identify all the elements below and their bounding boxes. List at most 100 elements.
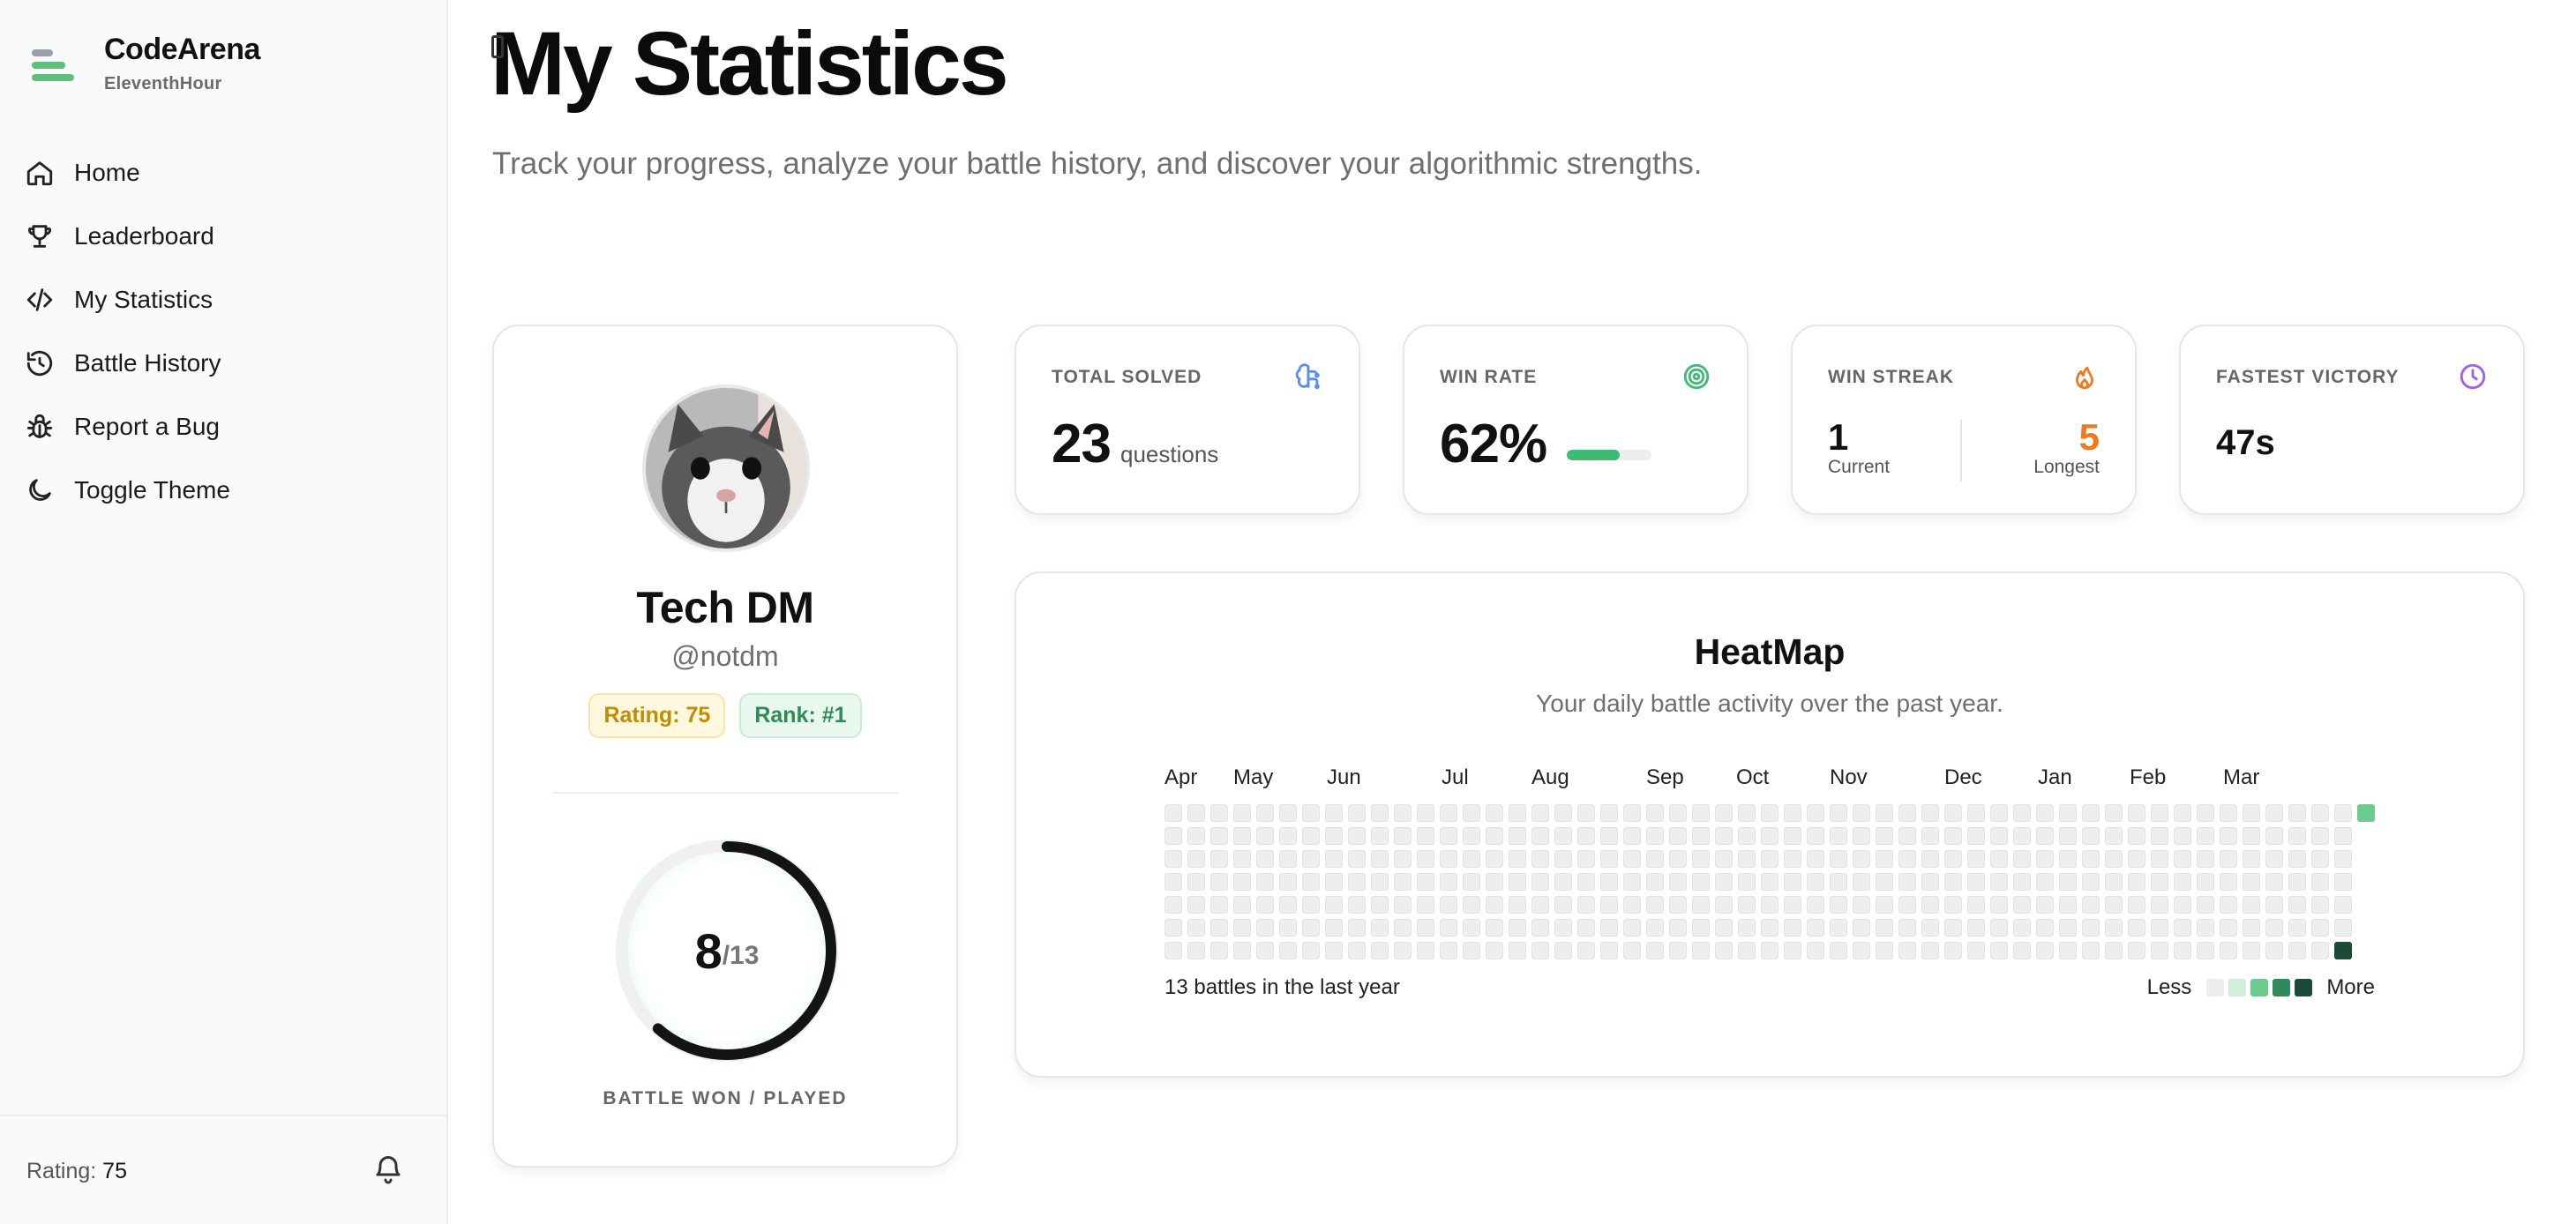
- heatmap-cell[interactable]: [1394, 827, 1412, 845]
- heatmap-cell[interactable]: [1440, 919, 1457, 937]
- heatmap-cell[interactable]: [2220, 873, 2237, 891]
- heatmap-cell[interactable]: [1898, 850, 1916, 868]
- heatmap-cell[interactable]: [2082, 827, 2100, 845]
- heatmap-cell[interactable]: [1348, 827, 1366, 845]
- heatmap-cell[interactable]: [1669, 942, 1687, 959]
- heatmap-cell[interactable]: [1600, 896, 1618, 914]
- heatmap-cell[interactable]: [2128, 896, 2145, 914]
- heatmap-cell[interactable]: [1509, 873, 1526, 891]
- heatmap-cell[interactable]: [1256, 827, 1274, 845]
- heatmap-cell[interactable]: [1715, 850, 1733, 868]
- heatmap-cell[interactable]: [2243, 804, 2260, 822]
- heatmap-cell[interactable]: [2311, 919, 2329, 937]
- heatmap-cell[interactable]: [1463, 827, 1480, 845]
- heatmap-cell[interactable]: [1256, 896, 1274, 914]
- heatmap-cell[interactable]: [2220, 850, 2237, 868]
- heatmap-cell[interactable]: [1807, 804, 1824, 822]
- heatmap-cell[interactable]: [1394, 873, 1412, 891]
- heatmap-cell[interactable]: [1417, 873, 1434, 891]
- heatmap-cell[interactable]: [1187, 942, 1205, 959]
- heatmap-cell[interactable]: [1669, 873, 1687, 891]
- heatmap-cell[interactable]: [2013, 827, 2031, 845]
- heatmap-cell[interactable]: [2151, 804, 2168, 822]
- heatmap-cell[interactable]: [1990, 804, 2008, 822]
- heatmap-cell[interactable]: [1600, 873, 1618, 891]
- heatmap-cell[interactable]: [1898, 804, 1916, 822]
- heatmap-cell[interactable]: [1738, 850, 1756, 868]
- heatmap-cell[interactable]: [1738, 873, 1756, 891]
- heatmap-cell[interactable]: [2334, 942, 2352, 959]
- heatmap-cell[interactable]: [1440, 896, 1457, 914]
- heatmap-cell[interactable]: [1669, 827, 1687, 845]
- heatmap-cell[interactable]: [1623, 919, 1641, 937]
- heatmap-cell[interactable]: [1187, 804, 1205, 822]
- heatmap-cell[interactable]: [2105, 827, 2123, 845]
- heatmap-cell[interactable]: [1371, 896, 1389, 914]
- heatmap-cell[interactable]: [1531, 919, 1549, 937]
- heatmap-cell[interactable]: [1509, 827, 1526, 845]
- heatmap-cell[interactable]: [2036, 850, 2054, 868]
- heatmap-cell[interactable]: [2288, 896, 2306, 914]
- heatmap-cell[interactable]: [1463, 850, 1480, 868]
- heatmap-cell[interactable]: [1325, 850, 1343, 868]
- heatmap-cell[interactable]: [1554, 827, 1572, 845]
- heatmap-cell[interactable]: [1807, 850, 1824, 868]
- heatmap-cell[interactable]: [1967, 873, 1985, 891]
- heatmap-cell[interactable]: [1715, 804, 1733, 822]
- sidebar-item-toggle-theme[interactable]: Toggle Theme: [25, 459, 230, 522]
- heatmap-cell[interactable]: [1325, 873, 1343, 891]
- heatmap-cell[interactable]: [2128, 804, 2145, 822]
- heatmap-cell[interactable]: [1279, 827, 1297, 845]
- heatmap-cell[interactable]: [2288, 827, 2306, 845]
- heatmap-cell[interactable]: [2082, 850, 2100, 868]
- heatmap-cell[interactable]: [2013, 896, 2031, 914]
- heatmap-cell[interactable]: [2220, 942, 2237, 959]
- heatmap-cell[interactable]: [1876, 804, 1893, 822]
- heatmap-cell[interactable]: [1830, 919, 1847, 937]
- heatmap-cell[interactable]: [1944, 942, 1962, 959]
- heatmap-cell[interactable]: [2334, 919, 2352, 937]
- heatmap-cell[interactable]: [1577, 827, 1595, 845]
- heatmap-cell[interactable]: [2288, 850, 2306, 868]
- heatmap-cell[interactable]: [1623, 827, 1641, 845]
- heatmap-cell[interactable]: [1921, 873, 1939, 891]
- heatmap-cell[interactable]: [1371, 873, 1389, 891]
- heatmap-cell[interactable]: [2151, 827, 2168, 845]
- heatmap-cell[interactable]: [1600, 942, 1618, 959]
- heatmap-cell[interactable]: [1876, 850, 1893, 868]
- heatmap-cell[interactable]: [1921, 804, 1939, 822]
- heatmap-cell[interactable]: [2082, 896, 2100, 914]
- sidebar-item-battle-history[interactable]: Battle History: [25, 332, 230, 395]
- heatmap-cell[interactable]: [1692, 942, 1710, 959]
- heatmap-cell[interactable]: [1784, 896, 1801, 914]
- heatmap-cell[interactable]: [1371, 919, 1389, 937]
- heatmap-cell[interactable]: [1898, 942, 1916, 959]
- heatmap-cell[interactable]: [1990, 850, 2008, 868]
- heatmap-cell[interactable]: [2151, 919, 2168, 937]
- heatmap-cell[interactable]: [2059, 804, 2077, 822]
- heatmap-cell[interactable]: [2174, 942, 2191, 959]
- heatmap-cell[interactable]: [1371, 804, 1389, 822]
- heatmap-cell[interactable]: [2151, 896, 2168, 914]
- heatmap-cell[interactable]: [1577, 873, 1595, 891]
- heatmap-cell[interactable]: [1463, 919, 1480, 937]
- heatmap-cell[interactable]: [1692, 896, 1710, 914]
- heatmap-cell[interactable]: [1715, 942, 1733, 959]
- heatmap-cell[interactable]: [1807, 896, 1824, 914]
- heatmap-cell[interactable]: [2013, 850, 2031, 868]
- heatmap-cell[interactable]: [1853, 942, 1870, 959]
- heatmap-cell[interactable]: [1761, 896, 1778, 914]
- heatmap-cell[interactable]: [1394, 896, 1412, 914]
- heatmap-cell[interactable]: [1967, 827, 1985, 845]
- heatmap-cell[interactable]: [1440, 942, 1457, 959]
- heatmap-cell[interactable]: [2036, 873, 2054, 891]
- heatmap-cell[interactable]: [1531, 804, 1549, 822]
- heatmap-cell[interactable]: [1646, 804, 1664, 822]
- heatmap-cell[interactable]: [1830, 942, 1847, 959]
- heatmap-cell[interactable]: [1738, 919, 1756, 937]
- heatmap-cell[interactable]: [2311, 896, 2329, 914]
- heatmap-cell[interactable]: [1325, 804, 1343, 822]
- heatmap-cell[interactable]: [1164, 804, 1182, 822]
- heatmap-cell[interactable]: [1669, 804, 1687, 822]
- heatmap-cell[interactable]: [2151, 942, 2168, 959]
